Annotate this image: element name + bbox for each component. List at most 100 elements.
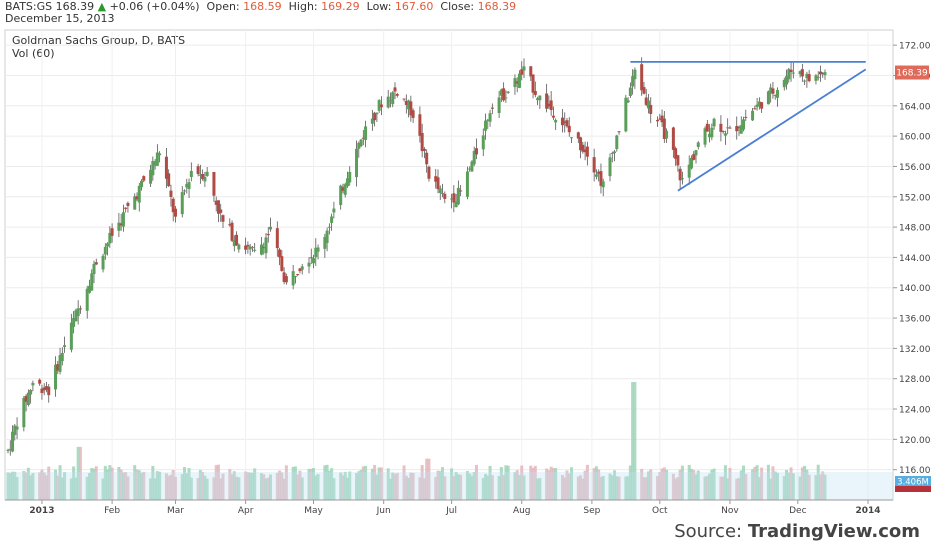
candle-body [581,144,585,152]
candle-body [117,222,121,231]
volume-bar [522,475,526,500]
volume-bar [676,477,680,500]
candle-body [108,232,112,244]
candle-body [133,196,137,210]
candle-body [757,101,761,107]
volume-bar [300,477,304,500]
volume-bar [465,471,469,500]
candle-body [359,139,363,147]
candle-body [198,174,202,176]
candle-body [696,142,700,147]
candle-body [744,116,748,118]
candle-body [106,243,110,247]
volume-bar [723,465,727,500]
candle-body [486,119,490,121]
volume-bar [513,472,517,500]
volume-ma-band [5,472,893,500]
candle-body [228,224,232,226]
volume-bar [391,472,395,500]
volume-bar [490,475,494,500]
candle-body [341,187,345,191]
volume-bar [13,471,17,500]
open-label: Open: [206,0,240,13]
candle-body [119,223,123,226]
candle-body [782,79,786,88]
volume-bar [771,466,775,500]
candle-body [343,184,347,195]
volume-bar [198,470,202,500]
volume-bars [5,382,893,500]
candle-body [42,387,46,391]
volume-bar [348,471,352,500]
candle-body [375,112,379,115]
volume-bar [171,469,175,500]
candle-body [187,182,191,189]
candle-body [567,125,571,133]
date-label: December 15, 2013 [5,12,115,25]
candle-body [689,157,693,169]
candle-body [373,112,377,121]
candle-body [420,132,424,152]
candle-body [140,180,144,188]
candle-body [29,389,33,395]
volume-bar [76,446,80,500]
volume-bar [633,382,637,500]
chart-area[interactable]: Goldman Sachs Group, D, BATS Vol (60) 17… [0,24,932,544]
volume-bar [393,473,397,500]
volume-bar [298,470,302,500]
x-tick-label: Apr [238,506,254,516]
volume-bar [656,476,660,500]
candle-body [649,104,653,114]
volume-bar [425,458,429,500]
volume-bar [696,470,700,500]
candle-body [110,228,114,236]
candle-body [56,364,60,371]
volume-bar [613,470,617,500]
volume-bar [278,470,282,500]
x-tick-label: Sep [583,506,600,516]
candle-body [47,386,51,396]
volume-bar [205,478,209,500]
candle-body [214,200,218,205]
trendlines [630,60,867,192]
volume-bar [183,467,187,500]
candle-body [76,308,80,317]
candle-body [785,76,789,85]
candle-body [735,126,739,132]
candle-body [169,190,173,197]
volume-bar [585,464,589,500]
candle-body [244,245,248,250]
candle-body [185,183,189,188]
volume-bar [420,465,424,500]
volume-bar [502,475,506,500]
volume-bar [454,472,458,500]
volume-bar [169,474,173,500]
candle-body [232,240,236,247]
candle-body [814,75,818,81]
volume-bar [751,469,755,500]
candle-body [40,388,44,394]
low-label: Low: [366,0,392,13]
volume-bar [60,477,64,500]
candle-body [149,169,153,184]
volume-bar [237,477,241,500]
volume-bar [332,478,336,500]
volume-bar [280,472,284,500]
volume-bar [6,472,10,500]
candle-body [153,161,157,166]
volume-bar [63,472,67,500]
candle-body [626,100,630,103]
candle-body [465,171,469,197]
open-value: 168.59 [243,0,282,13]
candle-body [395,94,399,96]
candle-body [339,185,343,206]
price-chart[interactable]: Goldman Sachs Group, D, BATS Vol (60) 17… [0,24,932,544]
candle-body [547,103,551,107]
volume-bar [228,469,232,500]
volume-bar [545,468,549,500]
candle-body [63,345,67,348]
candle-body [221,215,225,222]
candle-body [592,157,596,173]
volume-bar [214,465,218,500]
candle-body [504,97,508,99]
